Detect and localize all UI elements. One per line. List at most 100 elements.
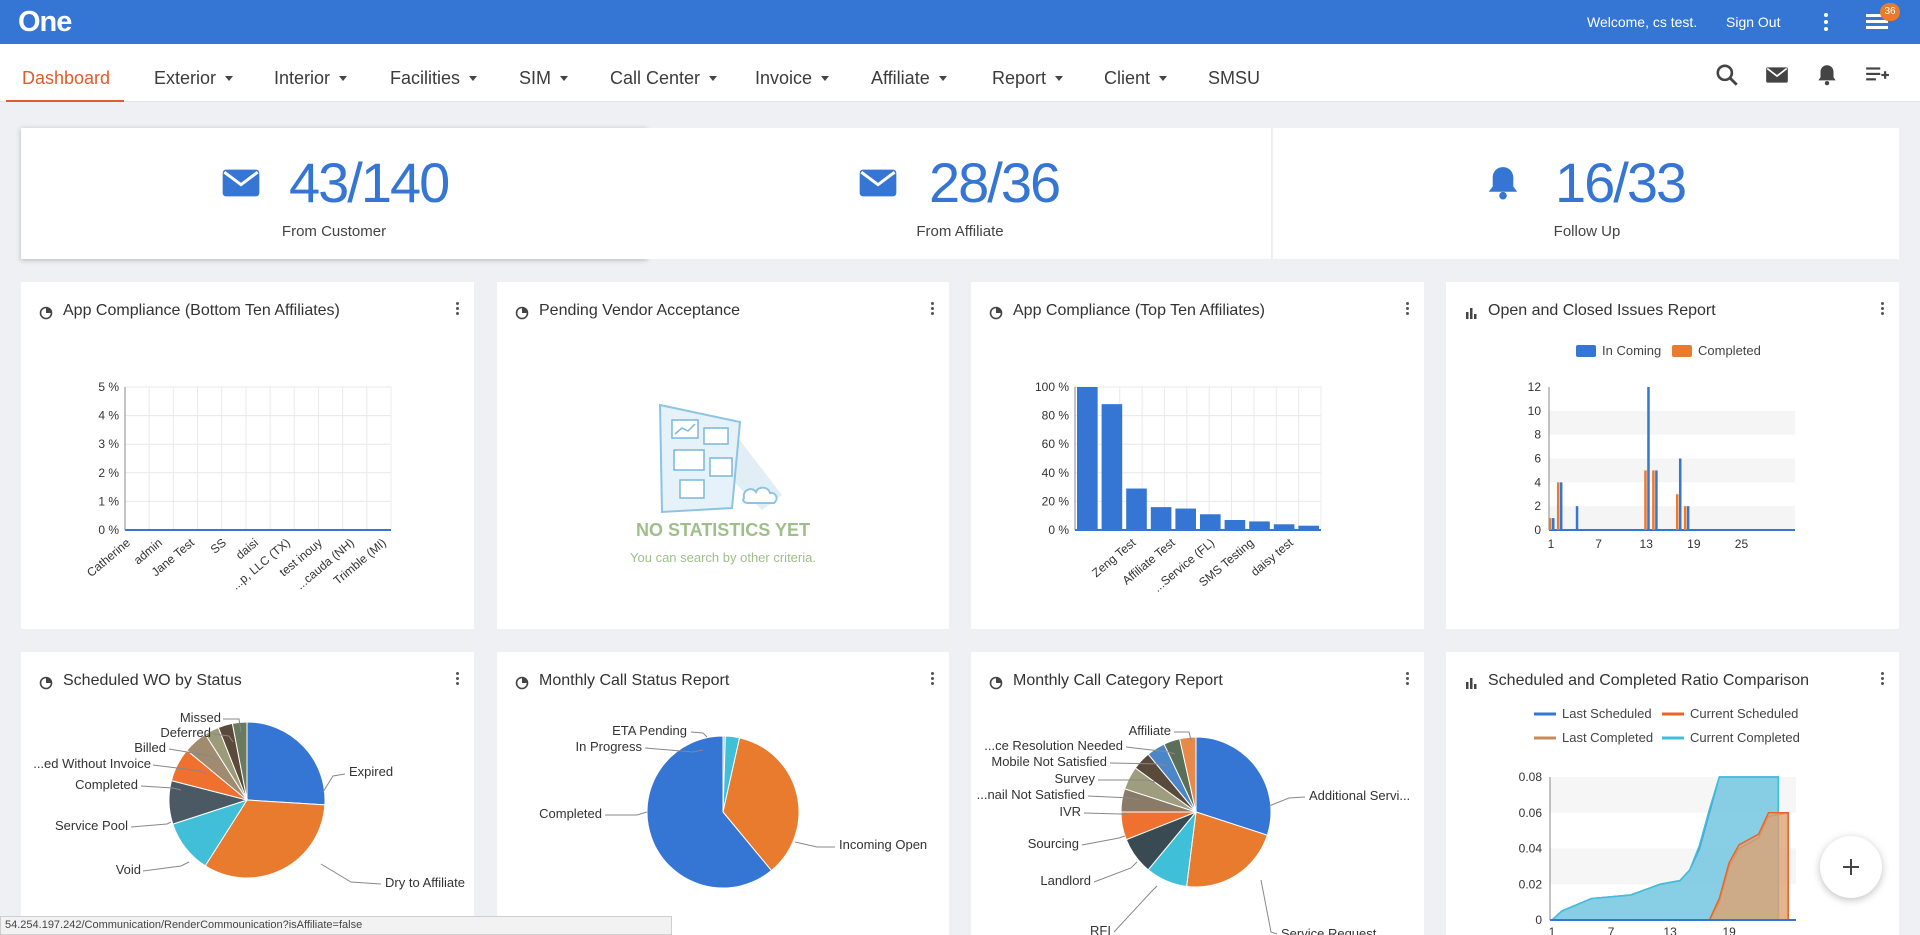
leader-line — [152, 764, 208, 775]
pie-chart-icon — [989, 676, 1003, 690]
stat-label: From Customer — [281, 223, 387, 240]
bar — [1647, 387, 1650, 530]
stat-card-from-customer[interactable]: 43/140 From Customer — [21, 128, 647, 259]
leader-line — [1081, 835, 1126, 846]
more-vert-icon[interactable] — [1881, 672, 1885, 686]
pie-label: ETA Pending — [612, 723, 687, 738]
app-logo[interactable]: One — [18, 6, 72, 38]
y-tick-label: 3 % — [98, 437, 119, 451]
y-tick-label: 4 % — [98, 409, 119, 423]
bar — [1126, 488, 1147, 530]
leader-line — [320, 863, 382, 885]
card-title: Monthly Call Category Report — [1013, 672, 1223, 689]
sign-out-link[interactable]: Sign Out — [1726, 14, 1781, 30]
pie-label: ...ed Without Invoice — [33, 756, 151, 771]
x-tick-label: Catherine — [84, 535, 133, 579]
caret-down-icon — [938, 76, 947, 81]
x-tick-label: 19 — [1722, 925, 1736, 935]
nav-call-center[interactable]: Call Center — [610, 68, 718, 89]
nav-facilities[interactable]: Facilities — [390, 68, 478, 89]
legend-label: Completed — [1698, 343, 1761, 358]
nav-dashboard[interactable]: Dashboard — [22, 68, 110, 89]
pie-label: Billed — [134, 740, 166, 755]
more-vert-icon[interactable] — [456, 302, 460, 316]
bell-icon[interactable] — [1814, 62, 1840, 88]
more-vert-icon[interactable] — [1406, 302, 1410, 316]
pie-label: Survey — [1055, 771, 1096, 786]
stat-card-from-affiliate[interactable]: 28/36 From Affiliate — [647, 128, 1272, 259]
more-vert-icon[interactable] — [931, 672, 935, 686]
nav-invoice[interactable]: Invoice — [755, 68, 830, 89]
x-tick-label: 7 — [1595, 537, 1602, 551]
more-vert-icon[interactable] — [1822, 11, 1830, 33]
card-title: Scheduled WO by Status — [63, 672, 242, 689]
nav-smsu[interactable]: SMSU — [1208, 68, 1260, 89]
nav-client[interactable]: Client — [1104, 68, 1168, 89]
bar — [1683, 506, 1687, 530]
leader-line — [212, 733, 234, 743]
mail-icon[interactable] — [1764, 62, 1790, 88]
bar — [1644, 470, 1647, 530]
legend-swatch — [1672, 345, 1692, 357]
y-tick-label: 2 — [1534, 499, 1541, 513]
more-vert-icon[interactable] — [931, 302, 935, 316]
pie-label: Completed — [75, 777, 138, 792]
nav-label: Affiliate — [871, 68, 930, 88]
leader-line — [168, 748, 218, 761]
pie-label: In Progress — [576, 739, 643, 754]
y-tick-label: 12 — [1528, 380, 1542, 394]
search-icon[interactable] — [1714, 62, 1740, 88]
bar — [1559, 482, 1563, 530]
nav-sim[interactable]: SIM — [519, 68, 569, 89]
card-scheduled-completed-ratio: Scheduled and Completed Ratio Comparison… — [1446, 652, 1899, 935]
leader-line — [1083, 812, 1127, 815]
pie-label: Void — [116, 862, 141, 877]
x-tick-label: 13 — [1663, 925, 1677, 935]
leader-line — [644, 747, 704, 753]
plus-icon — [1843, 859, 1859, 875]
y-tick-label: 0 — [1535, 913, 1542, 927]
leader-line — [1098, 779, 1156, 783]
leader-line — [142, 861, 190, 872]
bar — [1224, 519, 1246, 530]
band — [1549, 410, 1795, 435]
pie-label: Service Request — [1281, 926, 1377, 935]
pie-chart-icon — [515, 306, 529, 320]
pie-label: ...nail Not Satisfied — [977, 787, 1085, 802]
nav-interior[interactable]: Interior — [274, 68, 348, 89]
y-tick-label: 0.08 — [1519, 770, 1543, 784]
stat-label: Follow Up — [1553, 223, 1621, 240]
playlist-add-icon[interactable] — [1864, 62, 1890, 88]
legend-label: Current Scheduled — [1690, 706, 1798, 721]
area-current-scheduled — [1708, 812, 1789, 921]
more-vert-icon[interactable] — [1406, 672, 1410, 686]
bar — [1298, 525, 1319, 530]
nav-label: Report — [992, 68, 1047, 88]
nav-report[interactable]: Report — [992, 68, 1064, 89]
pie-label: IVR — [1059, 804, 1081, 819]
leader-line — [690, 731, 708, 738]
more-vert-icon[interactable] — [1881, 302, 1885, 316]
card-monthly-call-status: Monthly Call Status Report ETA Pending In… — [497, 652, 949, 935]
leader-line — [1113, 885, 1158, 933]
mail-icon — [222, 169, 260, 197]
nav-exterior[interactable]: Exterior — [154, 68, 234, 89]
more-vert-icon[interactable] — [456, 672, 460, 686]
y-tick-label: 0.02 — [1519, 877, 1543, 891]
nav-label: Interior — [274, 68, 331, 88]
caret-down-icon — [469, 76, 478, 81]
y-tick-label: 20 % — [1042, 494, 1070, 508]
nav-label: Invoice — [755, 68, 813, 88]
card-app-compliance-bottom-ten: App Compliance (Bottom Ten Affiliates) 5… — [21, 282, 474, 629]
nav-affiliate[interactable]: Affiliate — [871, 68, 947, 89]
add-fab-button[interactable] — [1820, 836, 1882, 898]
menu-icon[interactable]: 36 — [1866, 3, 1900, 30]
leader-line — [322, 773, 346, 793]
card-pending-vendor-acceptance: Pending Vendor Acceptance NO STATISTICS … — [497, 282, 949, 629]
pie-label: Landlord — [1040, 873, 1091, 888]
stat-card-follow-up[interactable]: 16/33 Follow Up — [1273, 128, 1899, 259]
x-tick-label: SS — [208, 536, 229, 557]
leader-line — [223, 718, 242, 733]
empty-state-illustration — [658, 403, 782, 514]
